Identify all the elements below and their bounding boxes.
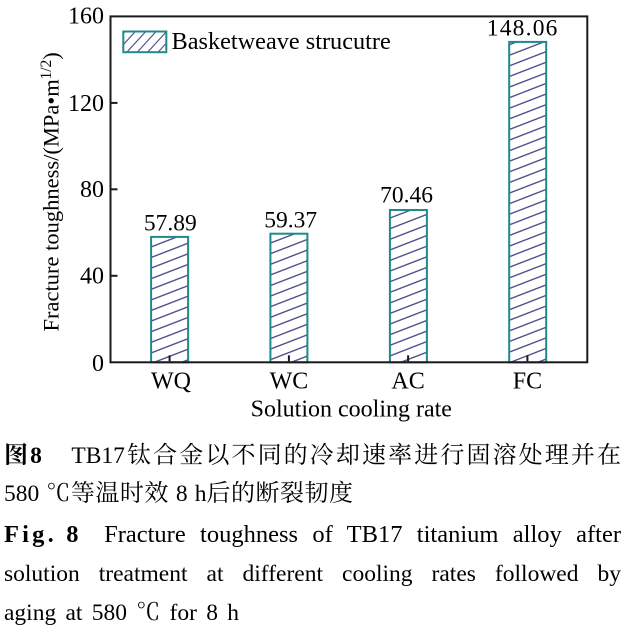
svg-text:WQ: WQ	[151, 368, 191, 394]
svg-text:FC: FC	[513, 368, 542, 394]
svg-text:1/2: 1/2	[38, 60, 55, 80]
svg-text:40: 40	[80, 264, 104, 290]
svg-text:WC: WC	[270, 368, 309, 394]
svg-text:AC: AC	[391, 368, 424, 394]
svg-text:148.06: 148.06	[487, 16, 559, 42]
svg-text:80: 80	[80, 177, 104, 203]
svg-text:120: 120	[68, 91, 104, 117]
svg-text:59.37: 59.37	[264, 207, 317, 233]
svg-text:70.46: 70.46	[380, 182, 433, 208]
svg-text:57.89: 57.89	[144, 211, 197, 237]
svg-text:Basketweave strucutre: Basketweave strucutre	[172, 28, 391, 55]
svg-text:Solution cooling rate: Solution cooling rate	[251, 396, 452, 422]
svg-text:160: 160	[68, 4, 104, 30]
svg-text:): )	[39, 52, 64, 60]
svg-text:0: 0	[92, 351, 104, 377]
svg-text:Fracture toughness/(MPa•m: Fracture toughness/(MPa•m	[39, 79, 64, 332]
